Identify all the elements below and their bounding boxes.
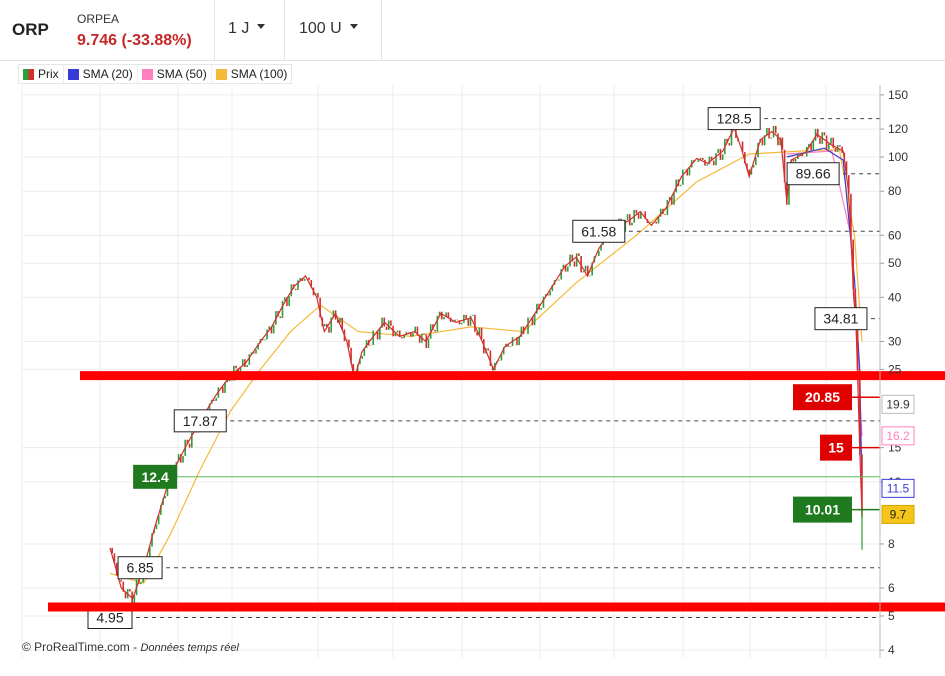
level-label: 128.5 (717, 111, 752, 127)
color-swatch-icon (67, 68, 79, 80)
ticker-symbol: ORP (12, 20, 49, 39)
y-tick-label: 100 (888, 150, 908, 164)
chevron-down-icon (257, 24, 266, 30)
sma100-line (109, 148, 863, 584)
axis-price-tag (881, 394, 915, 414)
level-label-box (572, 219, 626, 243)
axis-price-tag (881, 426, 915, 446)
y-tick-label: 50 (888, 256, 902, 270)
toolbar: ORP ORPEA 9.746 (-33.88%) 1 J 100 U (0, 0, 945, 61)
level-label-box (786, 162, 840, 186)
price-line (109, 126, 863, 600)
footer-separator: - (129, 640, 141, 654)
y-tick-label: 4 (888, 643, 895, 657)
y-tick-label: 120 (888, 122, 908, 136)
axis-price-label: 11.5 (887, 481, 910, 495)
green-level-label: 12.4 (141, 469, 168, 485)
level-label: 6.85 (126, 560, 153, 576)
legend-label: SMA (50) (156, 67, 207, 81)
data-source-note: Données temps réel (140, 642, 239, 654)
legend-label: Prix (38, 67, 59, 81)
level-label: 4.95 (96, 609, 123, 625)
level-label: 34.81 (823, 311, 858, 327)
y-tick-label: 150 (888, 88, 908, 102)
price-axis: 1501201008060504030251512865419.916.211.… (879, 85, 915, 658)
y-tick-label: 60 (888, 228, 902, 242)
toolbar-divider (214, 0, 215, 60)
level-label: 61.58 (581, 223, 616, 239)
y-tick-label: 25 (888, 362, 902, 376)
toolbar-divider (284, 0, 285, 60)
copyright-text: © ProRealTime.com (22, 640, 130, 654)
level-label-box (173, 409, 227, 433)
instrument-name: ORPEA (77, 12, 120, 26)
marker-label: 15 (828, 440, 844, 456)
color-swatch-icon (141, 68, 153, 80)
level-label-box (814, 307, 868, 331)
marker-box (793, 384, 852, 411)
legend-label: SMA (20) (82, 67, 133, 81)
y-tick-label: 40 (888, 290, 902, 304)
y-tick-label: 8 (888, 537, 895, 551)
period-dropdown[interactable]: 1 J (228, 20, 266, 38)
marker-box (793, 496, 852, 523)
y-tick-label: 5 (888, 609, 895, 623)
y-tick-label: 30 (888, 334, 902, 348)
units-dropdown[interactable]: 100 U (299, 20, 358, 38)
marker-box (820, 434, 852, 461)
axis-price-label: 9.7 (890, 507, 907, 521)
legend-item-sma100[interactable]: SMA (100) (212, 65, 292, 83)
legend-item-sma20[interactable]: SMA (20) (64, 65, 138, 83)
chart-legend: Prix SMA (20) SMA (50) SMA (100) (18, 64, 293, 84)
marker-label: 10.01 (805, 502, 840, 518)
legend-label: SMA (100) (230, 67, 288, 81)
level-label: 17.87 (183, 413, 218, 429)
level-label-box (707, 107, 761, 131)
level-label-box (117, 556, 163, 580)
period-label: 1 J (228, 20, 250, 37)
marker-label: 20.85 (805, 389, 840, 405)
legend-item-sma50[interactable]: SMA (50) (138, 65, 212, 83)
footer-credit: © ProRealTime.com - Données temps réel (22, 640, 239, 654)
axis-price-tag (881, 504, 915, 524)
y-tick-label: 80 (888, 184, 902, 198)
axis-price-label: 19.9 (886, 397, 910, 411)
chevron-down-icon (349, 24, 358, 30)
toolbar-divider (381, 0, 382, 60)
chart-levels: 128.5 89.66 61.58 34.81 17.87 6.85 4.95 12.4 20.… (48, 107, 945, 629)
price-change: 9.746 (-33.88%) (77, 32, 192, 49)
axis-price-tag (881, 478, 915, 498)
axis-price-label: 16.2 (886, 429, 910, 443)
candle-swatch-icon (23, 68, 34, 80)
level-label: 89.66 (796, 166, 831, 182)
legend-item-prix[interactable]: Prix (19, 65, 64, 83)
chart-series (109, 123, 863, 607)
units-label: 100 U (299, 20, 342, 37)
color-swatch-icon (215, 68, 227, 80)
green-level-box (133, 464, 178, 489)
y-tick-label: 6 (888, 581, 895, 595)
